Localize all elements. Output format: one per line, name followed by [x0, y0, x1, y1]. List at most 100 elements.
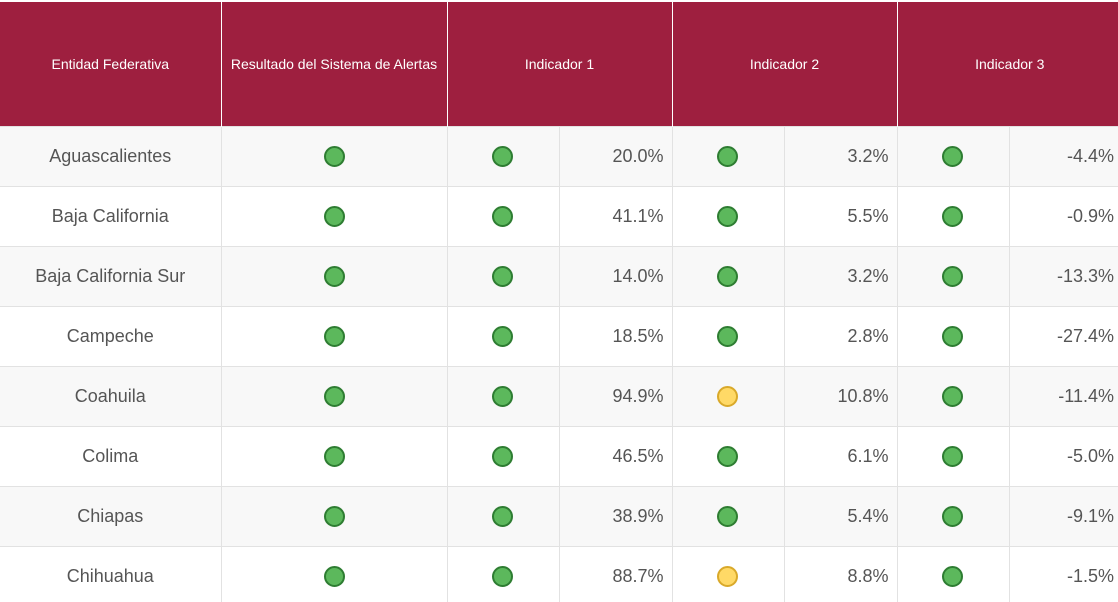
- table-row: Baja California 41.1% 5.5% -0.9%: [0, 186, 1118, 247]
- indicator-2-status-cell: [671, 126, 784, 187]
- status-dot-yellow-icon: [716, 566, 738, 588]
- table-row: Coahuila 94.9% 10.8% -11.4%: [0, 366, 1118, 427]
- indicator-1-value: 14.0%: [558, 246, 672, 307]
- indicator-1-status-cell: [446, 126, 559, 187]
- header-indicator-1: Indicador 1: [446, 1, 673, 127]
- indicator-1-value: 20.0%: [558, 126, 672, 187]
- indicator-2-value: 5.4%: [783, 486, 897, 547]
- status-dot-green-icon: [941, 146, 963, 168]
- status-dot-green-icon: [323, 506, 345, 528]
- entity-name: Coahuila: [0, 366, 221, 427]
- table-row: Campeche 18.5% 2.8% -27.4%: [0, 306, 1118, 367]
- indicator-1-value: 88.7%: [558, 546, 672, 602]
- status-dot-green-icon: [491, 266, 513, 288]
- status-dot-green-icon: [323, 326, 345, 348]
- status-dot-green-icon: [491, 506, 513, 528]
- result-cell: [220, 246, 447, 307]
- indicator-3-value: -1.5%: [1008, 546, 1118, 602]
- table-header: Entidad Federativa Resultado del Sistema…: [0, 1, 1118, 127]
- status-dot-green-icon: [491, 386, 513, 408]
- status-dot-green-icon: [323, 446, 345, 468]
- indicator-3-value: -4.4%: [1008, 126, 1118, 187]
- status-dot-green-icon: [941, 566, 963, 588]
- indicator-1-value: 18.5%: [558, 306, 672, 367]
- indicator-1-value: 41.1%: [558, 186, 672, 247]
- indicator-2-value: 8.8%: [783, 546, 897, 602]
- indicator-2-status-cell: [671, 306, 784, 367]
- table-row: Chihuahua 88.7% 8.8% -1.5%: [0, 546, 1118, 602]
- indicator-1-status-cell: [446, 426, 559, 487]
- status-dot-green-icon: [323, 206, 345, 228]
- entity-name: Chiapas: [0, 486, 221, 547]
- indicator-3-status-cell: [896, 486, 1009, 547]
- status-dot-green-icon: [323, 146, 345, 168]
- indicator-2-value: 3.2%: [783, 246, 897, 307]
- indicator-1-status-cell: [446, 366, 559, 427]
- indicator-2-status-cell: [671, 486, 784, 547]
- indicator-1-status-cell: [446, 246, 559, 307]
- indicator-2-status-cell: [671, 426, 784, 487]
- indicator-3-status-cell: [896, 126, 1009, 187]
- status-dot-green-icon: [491, 446, 513, 468]
- entity-name: Chihuahua: [0, 546, 221, 602]
- entity-name: Colima: [0, 426, 221, 487]
- result-cell: [220, 546, 447, 602]
- indicator-1-status-cell: [446, 306, 559, 367]
- status-dot-green-icon: [941, 326, 963, 348]
- indicator-1-status-cell: [446, 186, 559, 247]
- table-row: Chiapas 38.9% 5.4% -9.1%: [0, 486, 1118, 547]
- status-dot-green-icon: [323, 386, 345, 408]
- indicator-2-status-cell: [671, 186, 784, 247]
- indicator-3-value: -27.4%: [1008, 306, 1118, 367]
- status-dot-green-icon: [716, 446, 738, 468]
- status-dot-green-icon: [716, 266, 738, 288]
- indicator-3-value: -5.0%: [1008, 426, 1118, 487]
- indicator-2-value: 10.8%: [783, 366, 897, 427]
- table-body: Aguascalientes 20.0% 3.2% -4.4% Baja Cal…: [0, 126, 1118, 602]
- indicator-3-status-cell: [896, 366, 1009, 427]
- indicator-2-value: 2.8%: [783, 306, 897, 367]
- status-dot-green-icon: [716, 146, 738, 168]
- status-dot-green-icon: [491, 206, 513, 228]
- indicator-2-value: 5.5%: [783, 186, 897, 247]
- status-dot-green-icon: [323, 566, 345, 588]
- indicator-3-value: -13.3%: [1008, 246, 1118, 307]
- result-cell: [220, 186, 447, 247]
- status-dot-green-icon: [491, 146, 513, 168]
- table-row: Baja California Sur 14.0% 3.2% -13.3%: [0, 246, 1118, 307]
- status-dot-green-icon: [716, 206, 738, 228]
- indicator-3-value: -11.4%: [1008, 366, 1118, 427]
- result-cell: [220, 426, 447, 487]
- result-cell: [220, 366, 447, 427]
- result-cell: [220, 486, 447, 547]
- header-indicator-3: Indicador 3: [896, 1, 1118, 127]
- indicator-3-value: -9.1%: [1008, 486, 1118, 547]
- indicator-3-status-cell: [896, 186, 1009, 247]
- status-dot-green-icon: [323, 266, 345, 288]
- status-dot-yellow-icon: [716, 386, 738, 408]
- result-cell: [220, 126, 447, 187]
- table-row: Colima 46.5% 6.1% -5.0%: [0, 426, 1118, 487]
- status-dot-green-icon: [491, 326, 513, 348]
- status-dot-green-icon: [941, 446, 963, 468]
- indicator-3-status-cell: [896, 246, 1009, 307]
- indicator-2-status-cell: [671, 246, 784, 307]
- indicator-3-status-cell: [896, 546, 1009, 602]
- indicator-2-value: 3.2%: [783, 126, 897, 187]
- entity-name: Baja California: [0, 186, 221, 247]
- table-row: Aguascalientes 20.0% 3.2% -4.4%: [0, 126, 1118, 187]
- indicator-3-value: -0.9%: [1008, 186, 1118, 247]
- header-result: Resultado del Sistema de Alertas: [220, 1, 448, 127]
- indicator-2-status-cell: [671, 546, 784, 602]
- entity-name: Aguascalientes: [0, 126, 221, 187]
- indicator-2-status-cell: [671, 366, 784, 427]
- indicator-3-status-cell: [896, 306, 1009, 367]
- indicator-1-value: 38.9%: [558, 486, 672, 547]
- status-dot-green-icon: [716, 506, 738, 528]
- indicator-3-status-cell: [896, 426, 1009, 487]
- status-dot-green-icon: [941, 266, 963, 288]
- entity-name: Baja California Sur: [0, 246, 221, 307]
- status-dot-green-icon: [941, 506, 963, 528]
- status-dot-green-icon: [941, 386, 963, 408]
